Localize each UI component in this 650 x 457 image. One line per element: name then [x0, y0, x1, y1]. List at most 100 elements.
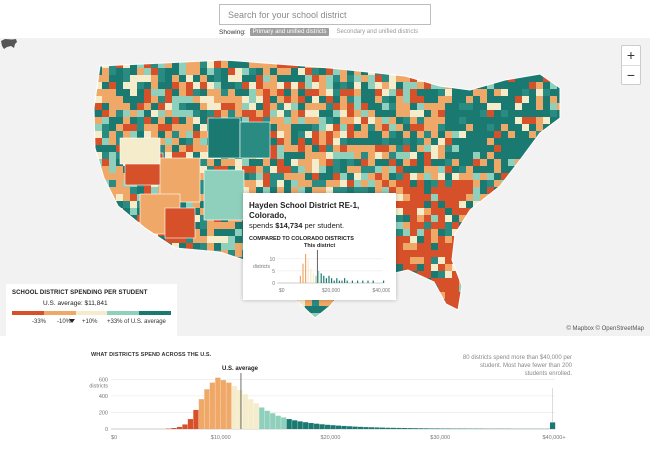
histogram-bar — [352, 426, 358, 429]
legend-average-marker — [69, 319, 75, 323]
histogram-bar — [346, 426, 353, 429]
histogram-bar — [292, 420, 298, 429]
histogram-bar — [275, 415, 281, 429]
search-input[interactable] — [219, 4, 431, 25]
legend-tick: +33% of U.S. average — [107, 319, 166, 325]
histogram-bar — [429, 428, 435, 429]
tooltip-bar — [357, 280, 359, 283]
showing-label: Showing: — [219, 28, 246, 36]
legend-swatch-2 — [43, 311, 76, 315]
tooltip-bar — [320, 273, 322, 283]
tooltip-amount: $14,734 — [275, 221, 303, 230]
histogram-bar — [259, 407, 265, 429]
histogram-bar — [423, 428, 429, 429]
histogram-bar — [412, 428, 418, 429]
histogram-bar — [253, 403, 259, 429]
secondary-unified-toggle[interactable]: Secondary and unified districts — [336, 29, 419, 35]
histogram-note: 80 districts spend more than $40,000 per… — [462, 355, 572, 377]
spending-legend: SCHOOL DISTRICT SPENDING PER STUDENT U.S… — [6, 284, 177, 336]
histogram-bar — [215, 377, 221, 429]
histogram-x-tick: $10,000 — [211, 435, 231, 441]
histogram-y-label: districts — [89, 383, 108, 389]
histogram-bar — [297, 421, 303, 429]
histogram-x-tick: $20,000 — [321, 435, 341, 441]
histogram-bar — [303, 422, 309, 429]
tooltip-bar — [331, 278, 333, 283]
histogram-bar — [390, 427, 397, 429]
tooltip-y-label: districts — [253, 264, 270, 270]
histogram-bar — [182, 424, 188, 429]
tooltip-y-tick: 5 — [272, 269, 275, 275]
tooltip-bar — [351, 280, 353, 283]
tooltip-bar — [312, 273, 314, 283]
histogram-bar — [401, 428, 408, 429]
histogram-bar — [418, 428, 424, 429]
histogram-bar — [237, 390, 243, 429]
histogram-bar — [357, 426, 364, 429]
tooltip-spending: spends $14,734 per student. — [249, 221, 345, 230]
tooltip-this-district: This district — [304, 243, 336, 249]
histogram-bar — [314, 423, 320, 429]
histogram-bar — [434, 428, 440, 429]
tooltip-bar — [315, 275, 317, 283]
tooltip-bar — [305, 254, 307, 283]
zoom-out-button[interactable]: − — [622, 65, 640, 84]
histogram-bar — [550, 422, 556, 429]
histogram-bar — [204, 389, 210, 429]
tooltip-bar — [338, 280, 340, 283]
legend-average: U.S. average: $11,841 — [43, 300, 108, 307]
tooltip-compare-title: COMPARED TO COLORADO DISTRICTS — [249, 236, 354, 242]
histogram-bar — [171, 428, 177, 429]
tooltip-bar — [362, 280, 364, 283]
histogram-bar — [226, 382, 232, 429]
histogram-bar — [363, 427, 369, 429]
legend-tick: +10% — [82, 319, 98, 325]
us-map-icon[interactable] — [0, 38, 18, 50]
histogram-x-tick: $30,000 — [430, 435, 450, 441]
histogram-bar — [176, 426, 183, 429]
zoom-control: + − — [621, 45, 641, 85]
histogram-bar — [198, 399, 204, 429]
legend-swatch-1 — [12, 311, 44, 315]
zoom-in-button[interactable]: + — [626, 47, 636, 63]
tooltip-bar — [318, 270, 320, 283]
tooltip-bar — [307, 258, 309, 283]
histogram-bar — [281, 417, 287, 429]
tooltip-y-tick: 10 — [269, 257, 275, 263]
colorado-histogram: 10 5 0 districts $0 $20,000 $40,000+ — [253, 250, 390, 294]
tooltip-bar — [372, 280, 374, 283]
histogram-bar — [330, 425, 336, 429]
tooltip-district-name: Hayden School District RE-1, Colorado, — [249, 201, 360, 220]
tooltip-bar — [299, 275, 301, 283]
legend-ticks: -33% -10% +10% +33% of U.S. average — [12, 319, 171, 329]
histogram-y-tick: 200 — [99, 410, 108, 416]
histogram-bar — [374, 427, 380, 429]
tooltip-bar — [328, 275, 330, 283]
histogram-bar — [325, 424, 331, 429]
legend-swatch-5 — [139, 311, 171, 315]
histogram-bar — [248, 399, 254, 429]
district-map[interactable]: + − © Mapbox © OpenStreetMap SCHOOL DIST… — [0, 38, 650, 336]
histogram-bar — [368, 427, 375, 429]
us-district-choropleth[interactable] — [0, 38, 650, 336]
histogram-y-tick: 400 — [99, 394, 108, 400]
tooltip-y-tick: 0 — [272, 281, 275, 287]
map-attribution[interactable]: © Mapbox © OpenStreetMap — [566, 326, 644, 332]
histogram-bar — [209, 382, 215, 429]
us-spending-histogram: 600 400 200 0 districts $0 $10,000 $20,000 $30,0… — [89, 373, 566, 441]
histogram-bar — [407, 428, 413, 429]
histogram-bar — [286, 419, 292, 429]
histogram-bar — [385, 427, 391, 429]
tooltip-bar — [333, 280, 335, 283]
legend-title: SCHOOL DISTRICT SPENDING PER STUDENT — [12, 290, 148, 296]
tooltip-bar — [325, 278, 327, 283]
district-type-toggle: Showing: Primary and unified districts S… — [219, 28, 421, 36]
us-average-label: U.S. average — [222, 366, 259, 372]
histogram-y-tick: 0 — [105, 427, 108, 433]
tooltip-bar — [310, 268, 312, 283]
histogram-bar — [242, 394, 248, 429]
primary-unified-toggle[interactable]: Primary and unified districts — [249, 28, 330, 36]
histogram-bar — [379, 427, 386, 429]
histogram-x-tick: $0 — [111, 435, 117, 441]
histogram-bar — [335, 425, 342, 429]
